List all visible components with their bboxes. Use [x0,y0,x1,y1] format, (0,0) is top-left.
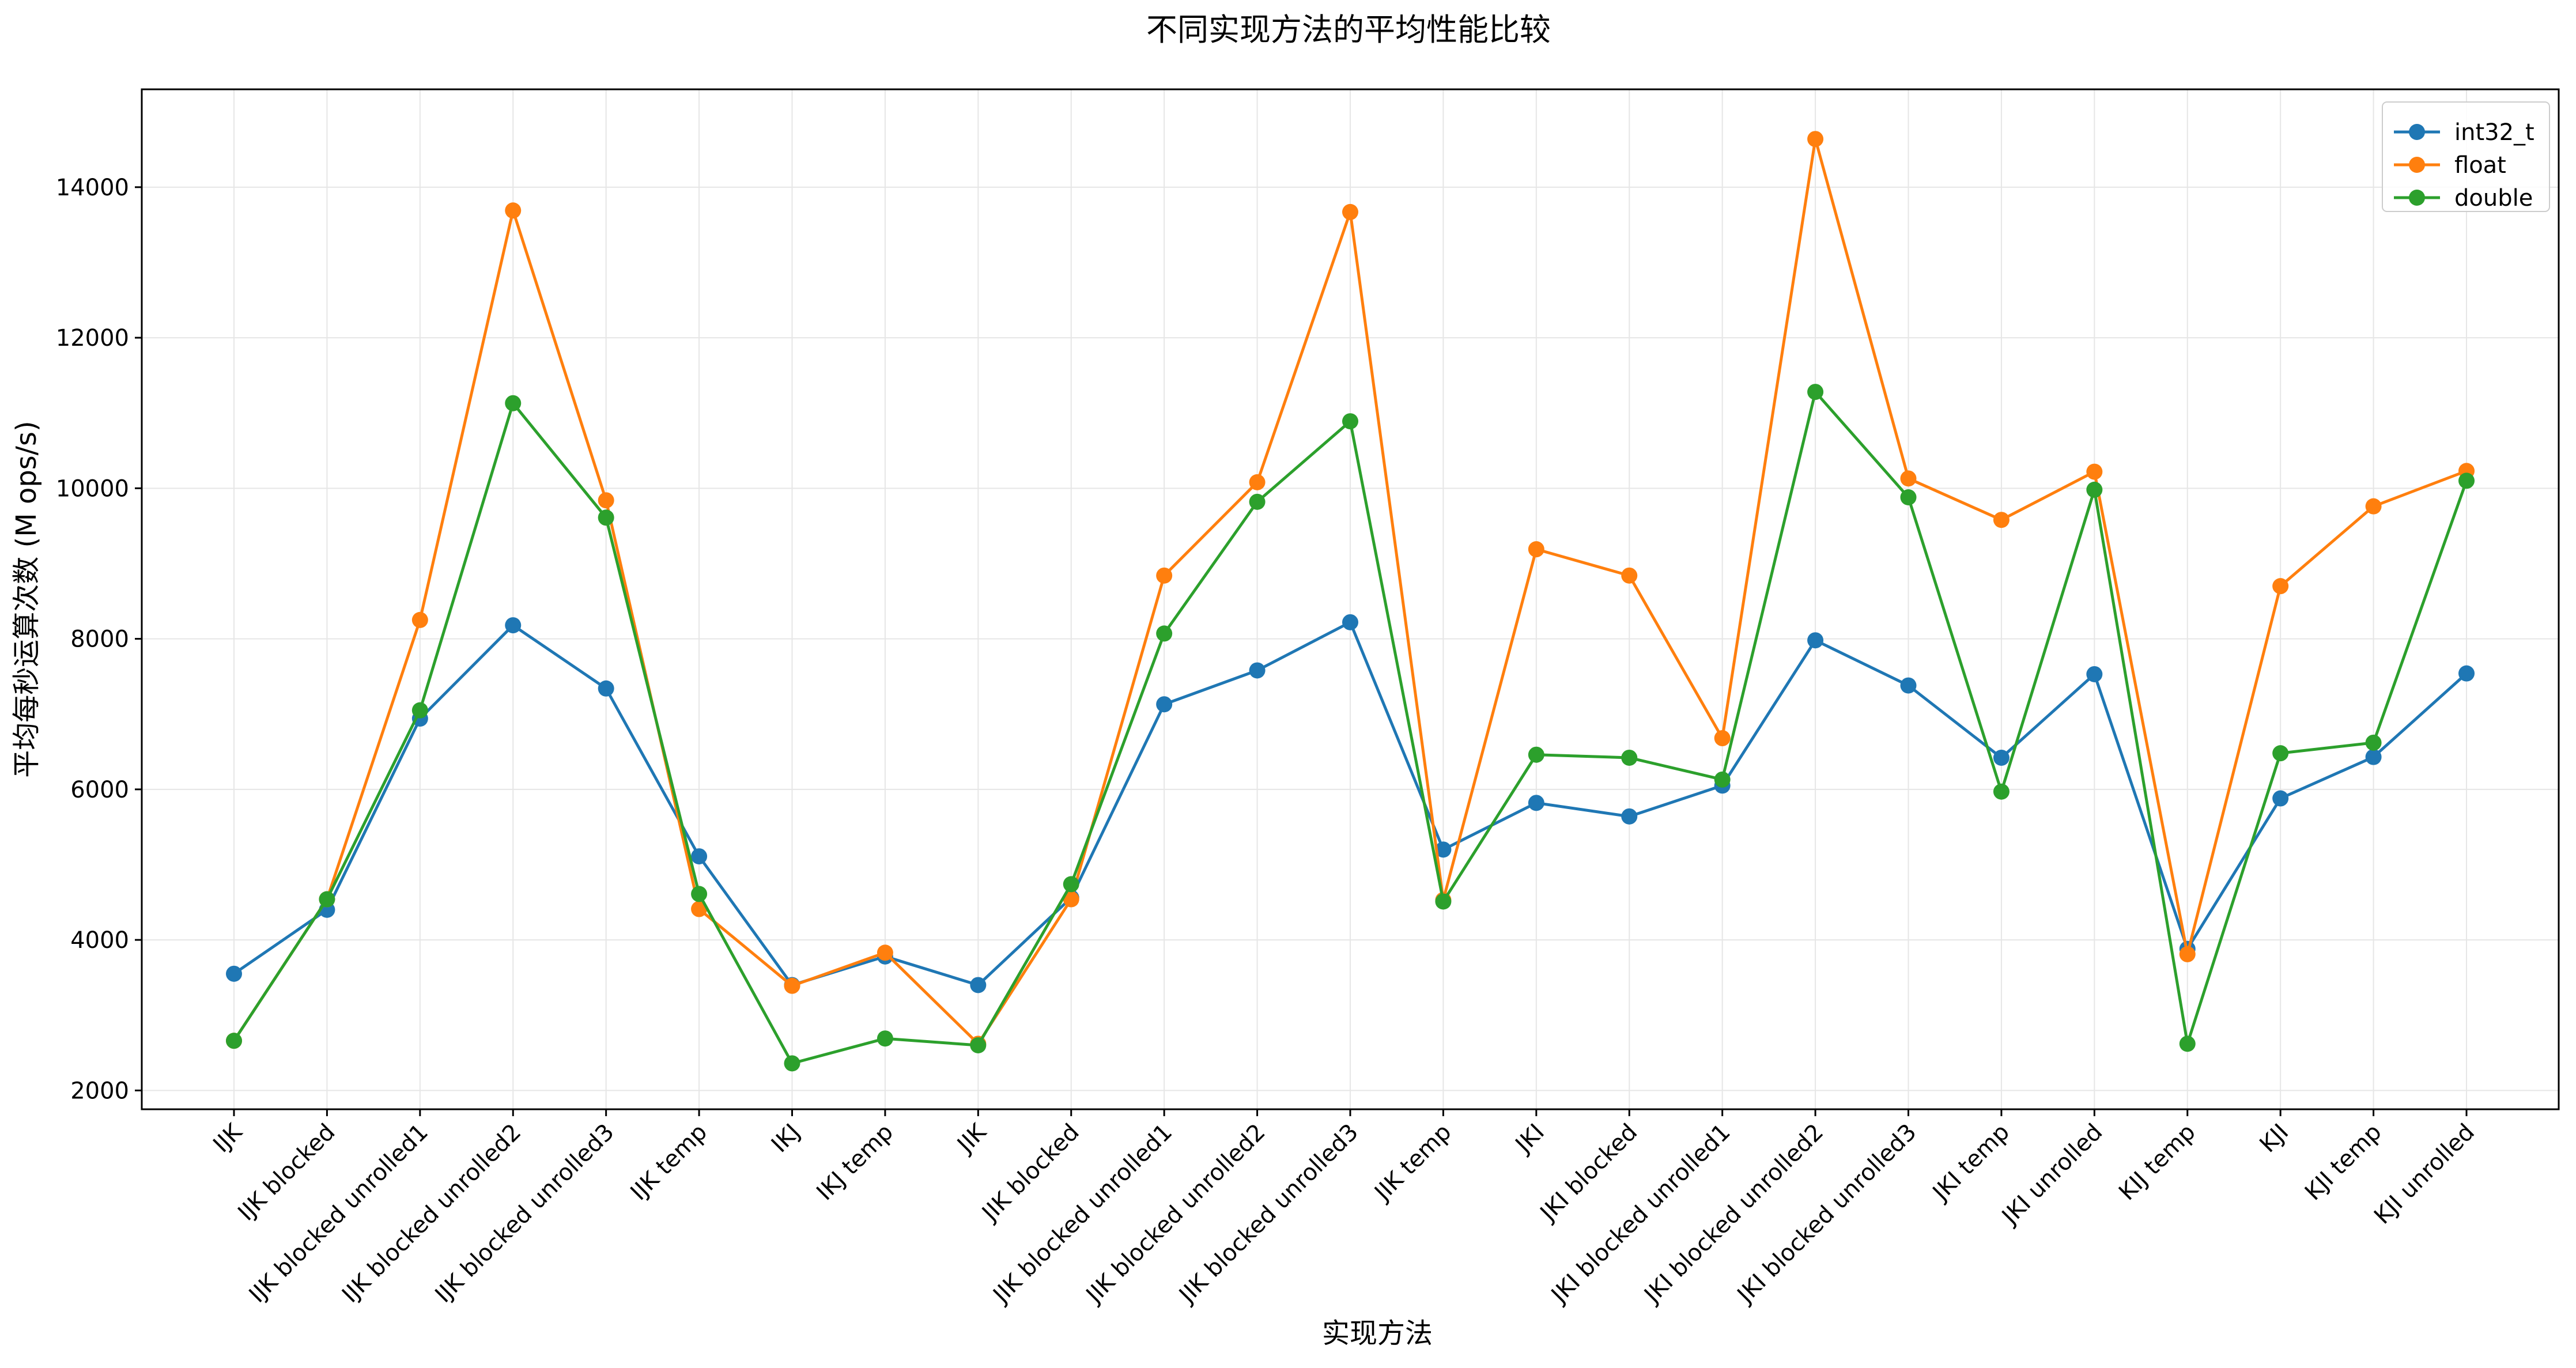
chart-title: 不同实现方法的平均性能比较 [1146,12,1551,48]
data-point [411,611,428,628]
data-point [691,848,708,865]
data-point [1993,749,2010,766]
legend-label: double [2454,185,2533,211]
data-point [2086,666,2103,682]
data-point [1156,625,1173,642]
data-point [2365,749,2382,765]
legend-marker [2409,190,2425,206]
data-point [1249,493,1266,510]
x-axis-title: 实现方法 [1322,1317,1433,1350]
data-point [1063,876,1079,893]
data-point [505,202,522,219]
data-point [1807,384,1824,400]
data-point [691,886,708,902]
data-point [2272,745,2289,762]
data-point [2179,946,2196,962]
data-point [1993,512,2010,528]
data-point [598,509,614,526]
data-point [226,965,242,982]
y-tick-label: 14000 [56,175,129,201]
data-point [505,617,522,634]
data-point [784,1055,800,1072]
data-point [1900,489,1917,505]
data-point [598,492,614,509]
data-point [1342,413,1358,430]
y-tick-label: 6000 [70,777,129,803]
data-point [1714,771,1731,788]
data-point [877,1030,893,1047]
y-tick-label: 8000 [70,626,129,653]
data-point [1342,614,1358,630]
data-point [411,702,428,719]
y-axis-ticks: 2000 4000 6000 8000 10000 12000 14000 [56,175,142,1104]
data-point [970,1037,987,1053]
data-point [1156,696,1173,713]
grid-lines [142,89,2559,1109]
data-point [505,395,522,411]
series-layer [226,131,2475,1072]
data-point [1807,131,1824,148]
data-point [1621,567,1638,584]
data-point [1528,541,1544,558]
data-point [1342,203,1358,220]
y-tick-label: 4000 [70,927,129,954]
data-point [1714,730,1731,747]
data-point [691,901,708,917]
data-point [319,891,335,908]
data-point [1528,746,1544,763]
data-point [226,1033,242,1049]
data-point [2179,1036,2196,1052]
data-point [2365,734,2382,751]
series-double [226,384,2475,1072]
data-point [2272,790,2289,807]
data-point [2086,463,2103,480]
data-point [1435,841,1452,858]
data-point [784,977,800,994]
series-float [226,131,2475,1052]
y-tick-label: 10000 [56,475,129,502]
data-point [970,977,987,993]
data-point [1156,567,1173,584]
data-point [1063,891,1079,908]
data-point [2458,665,2475,682]
data-point [1528,795,1544,811]
data-point [2272,578,2289,595]
data-point [1807,632,1824,649]
data-point [1621,808,1638,825]
data-point [2365,498,2382,515]
y-axis-title: 平均每秒运算次数 (M ops/s) [10,421,43,777]
data-point [2458,473,2475,489]
data-point [598,680,614,697]
data-point [877,944,893,961]
legend-marker [2409,157,2425,173]
data-point [1435,893,1452,910]
y-tick-label: 12000 [56,325,129,352]
legend-label: float [2454,152,2506,179]
data-point [2086,481,2103,498]
data-point [1900,677,1917,694]
data-point [1621,749,1638,766]
data-point [1249,662,1266,679]
data-point [1249,474,1266,490]
y-tick-label: 2000 [70,1078,129,1104]
legend-label: int32_t [2454,119,2535,146]
data-point [1900,470,1917,487]
legend-marker [2409,124,2425,140]
data-point [1993,783,2010,800]
